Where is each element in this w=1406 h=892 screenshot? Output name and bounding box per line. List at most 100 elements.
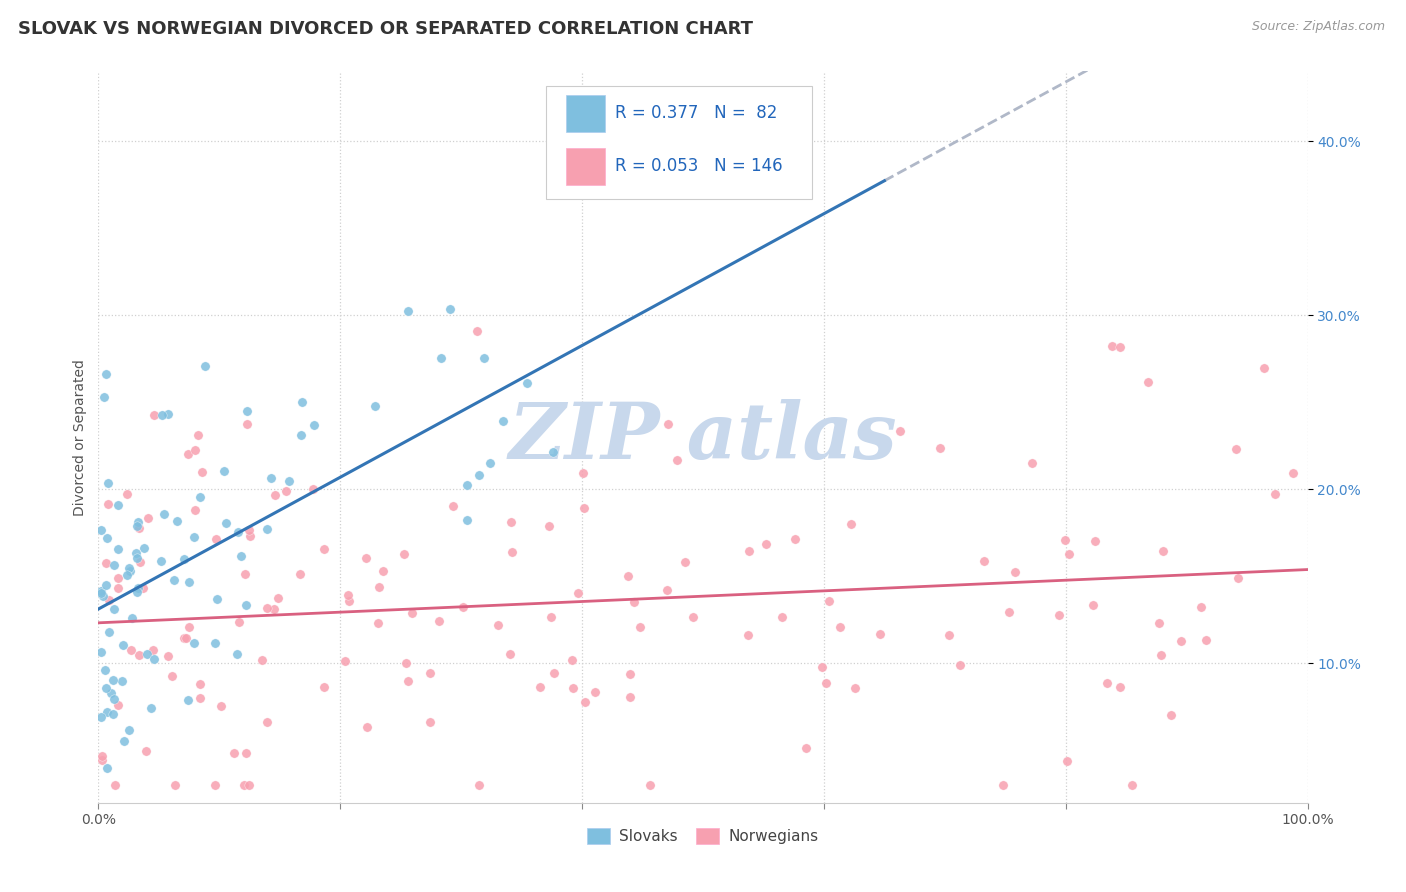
Point	[1253, 361, 1275, 376]
Point	[90, 645, 112, 659]
Point	[336, 588, 359, 602]
Point	[118, 561, 141, 575]
Point	[567, 586, 589, 600]
Point	[429, 615, 451, 629]
Point	[194, 359, 217, 373]
Point	[115, 487, 138, 501]
Point	[238, 523, 260, 537]
Point	[541, 445, 564, 459]
Point	[540, 610, 562, 624]
Point	[235, 746, 257, 760]
Point	[91, 753, 114, 767]
Point	[356, 720, 378, 734]
FancyBboxPatch shape	[567, 148, 605, 185]
Point	[96, 761, 118, 775]
Point	[290, 566, 312, 581]
Point	[1189, 600, 1212, 615]
Point	[1121, 778, 1143, 792]
Point	[499, 647, 522, 661]
Point	[1047, 607, 1070, 622]
Point	[90, 523, 112, 537]
Point	[97, 497, 120, 511]
Point	[128, 648, 150, 662]
Point	[574, 695, 596, 709]
Point	[235, 404, 257, 418]
Point	[430, 351, 453, 366]
Point	[183, 530, 205, 544]
Point	[173, 631, 195, 645]
Point	[682, 610, 704, 624]
Point	[395, 657, 418, 671]
Point	[562, 681, 585, 695]
Point	[501, 545, 523, 559]
Point	[103, 558, 125, 573]
Point	[770, 610, 793, 624]
Point	[104, 778, 127, 792]
Point	[150, 408, 173, 422]
Point	[184, 442, 207, 457]
Point	[94, 367, 117, 381]
Point	[529, 680, 551, 694]
Point	[889, 425, 911, 439]
Point	[617, 569, 640, 583]
Point	[572, 500, 595, 515]
Y-axis label: Divorced or Separated: Divorced or Separated	[73, 359, 87, 516]
Point	[91, 589, 114, 603]
Point	[128, 520, 150, 534]
Point	[468, 467, 491, 482]
Point	[302, 482, 325, 496]
Point	[256, 714, 278, 729]
Point	[993, 778, 1015, 792]
Point	[117, 567, 139, 582]
Point	[179, 620, 201, 634]
Point	[157, 648, 180, 663]
Point	[125, 550, 148, 565]
Point	[97, 475, 120, 490]
Point	[177, 447, 200, 461]
Point	[638, 778, 661, 792]
Point	[96, 556, 118, 570]
Point	[143, 652, 166, 666]
Point	[467, 778, 489, 792]
Point	[107, 698, 129, 712]
Point	[107, 542, 129, 557]
Point	[235, 598, 257, 612]
Point	[478, 456, 501, 470]
Point	[97, 625, 120, 640]
Point	[228, 615, 250, 629]
FancyBboxPatch shape	[567, 95, 605, 132]
Point	[815, 676, 838, 690]
Point	[163, 573, 186, 587]
Point	[1108, 340, 1130, 354]
Point	[302, 418, 325, 433]
Point	[1150, 648, 1173, 662]
Point	[1084, 533, 1107, 548]
Point	[1004, 566, 1026, 580]
Point	[183, 503, 205, 517]
Point	[256, 601, 278, 615]
Point	[1264, 487, 1286, 501]
Point	[94, 664, 117, 678]
Point	[134, 541, 156, 556]
Point	[1021, 456, 1043, 470]
Point	[998, 605, 1021, 619]
Point	[543, 665, 565, 680]
Legend: Slovaks, Norwegians: Slovaks, Norwegians	[581, 822, 825, 850]
Point	[472, 351, 495, 365]
Point	[103, 692, 125, 706]
Point	[623, 595, 645, 609]
Point	[160, 669, 183, 683]
Point	[256, 522, 278, 536]
Point	[277, 474, 299, 488]
Point	[125, 546, 148, 560]
Point	[783, 532, 806, 546]
Point	[1081, 598, 1104, 612]
Point	[177, 693, 200, 707]
Point	[844, 681, 866, 695]
Point	[236, 417, 259, 431]
Point	[439, 301, 461, 316]
Text: SLOVAK VS NORWEGIAN DIVORCED OR SEPARATED CORRELATION CHART: SLOVAK VS NORWEGIAN DIVORCED OR SEPARATE…	[18, 20, 754, 37]
Point	[187, 428, 209, 442]
Point	[1160, 708, 1182, 723]
Point	[1108, 680, 1130, 694]
